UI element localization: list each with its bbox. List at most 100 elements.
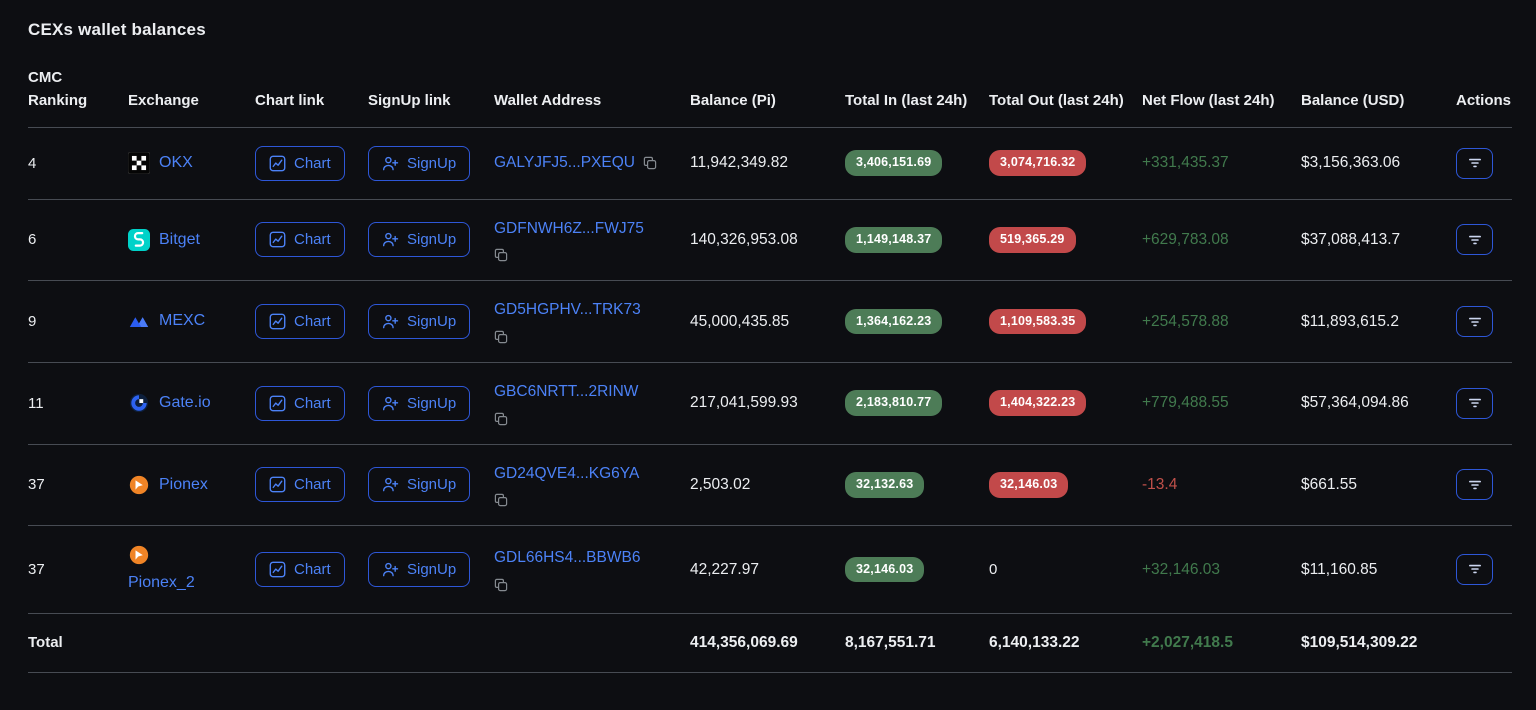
copy-icon[interactable]: [494, 578, 508, 592]
col-header-net-flow: Net Flow (last 24h): [1142, 92, 1275, 110]
signup-button[interactable]: SignUp: [368, 551, 471, 587]
chart-icon: [269, 395, 286, 412]
signup-person-plus-icon: [382, 231, 399, 248]
total-in-badge: 32,146.03: [845, 556, 925, 583]
signup-button-label: SignUp: [407, 313, 457, 331]
total-in-badge: 1,149,148.37: [845, 227, 943, 253]
signup-button[interactable]: SignUp: [368, 467, 471, 503]
filter-icon: [1467, 561, 1483, 577]
chart-button[interactable]: Chart: [255, 551, 345, 587]
exchange-link[interactable]: OKX: [128, 151, 241, 174]
balance-usd-value: $3,156,363.06: [1301, 154, 1401, 172]
chart-icon: [269, 476, 286, 493]
chart-icon: [269, 155, 286, 172]
page: CEXs wallet balances CMC Ranking Exchang…: [28, 20, 1512, 673]
table-row: 4 OKX Chart SignUp GALYJFJ5...PXEQU: [28, 128, 1512, 200]
page-title: CEXs wallet balances: [28, 20, 206, 39]
cmc-ranking-value: 4: [28, 154, 37, 172]
net-flow-value: -13.4: [1142, 476, 1178, 494]
chart-icon: [269, 561, 286, 578]
filter-action-button[interactable]: [1456, 224, 1493, 256]
copy-icon[interactable]: [494, 248, 508, 262]
col-header-balance-usd: Balance (USD): [1301, 92, 1405, 110]
table-header-row: CMC Ranking Exchange Chart link SignUp l…: [28, 62, 1512, 128]
total-balance-pi: 414,356,069.69: [690, 633, 798, 651]
cmc-ranking-value: 37: [28, 476, 45, 494]
balance-pi-value: 45,000,435.85: [690, 312, 790, 330]
exchange-name: OKX: [159, 153, 193, 171]
filter-action-button[interactable]: [1456, 553, 1493, 585]
wallet-address-link[interactable]: GDL66HS4...BBWB6: [494, 549, 641, 567]
total-in-sum: 8,167,551.71: [845, 633, 936, 651]
net-flow-value: +254,578.88: [1142, 312, 1229, 330]
chart-button[interactable]: Chart: [255, 304, 345, 340]
bitget-logo-icon: [128, 228, 150, 251]
balance-usd-value: $11,893,615.2: [1301, 312, 1399, 330]
signup-button-label: SignUp: [407, 231, 457, 249]
chart-button-label: Chart: [294, 154, 331, 172]
signup-button-label: SignUp: [407, 154, 457, 172]
wallet-address-link[interactable]: GALYJFJ5...PXEQU: [494, 154, 635, 172]
wallet-address-link[interactable]: GBC6NRTT...2RINW: [494, 382, 639, 400]
signup-button[interactable]: SignUp: [368, 222, 471, 258]
chart-button[interactable]: Chart: [255, 467, 345, 503]
net-flow-value: +779,488.55: [1142, 394, 1229, 412]
wallet-address-cell: GALYJFJ5...PXEQU: [494, 152, 676, 174]
filter-action-button[interactable]: [1456, 469, 1493, 501]
copy-icon[interactable]: [494, 493, 508, 507]
chart-button-label: Chart: [294, 394, 331, 412]
copy-icon[interactable]: [643, 156, 657, 170]
exchange-name: Pionex: [159, 475, 208, 493]
filter-action-button[interactable]: [1456, 387, 1493, 419]
copy-icon[interactable]: [494, 330, 508, 344]
exchange-link[interactable]: MEXC: [128, 310, 241, 332]
signup-person-plus-icon: [382, 155, 399, 172]
total-in-badge: 32,132.63: [845, 472, 925, 498]
total-out-sum: 6,140,133.22: [989, 633, 1080, 651]
signup-button[interactable]: SignUp: [368, 304, 471, 340]
total-out-badge: 3,074,716.32: [989, 150, 1087, 176]
wallet-address-link[interactable]: GDFNWH6Z...FWJ75: [494, 219, 644, 237]
chart-icon: [269, 313, 286, 330]
signup-person-plus-icon: [382, 313, 399, 330]
exchange-link[interactable]: Bitget: [128, 228, 241, 251]
chart-button[interactable]: Chart: [255, 385, 345, 421]
balance-pi-value: 217,041,599.93: [690, 394, 798, 412]
balance-pi-value: 11,942,349.82: [690, 154, 788, 172]
filter-action-button[interactable]: [1456, 147, 1493, 179]
col-header-chart-link: Chart link: [255, 92, 325, 110]
filter-icon: [1467, 395, 1483, 411]
exchange-link[interactable]: Pionex_2: [128, 544, 241, 594]
filter-icon: [1467, 155, 1483, 171]
gateio-logo-icon: [128, 392, 150, 414]
col-header-signup-link: SignUp link: [368, 92, 451, 110]
col-header-wallet-address: Wallet Address: [494, 92, 602, 110]
wallet-address-cell: GD5HGPHV...TRK73: [494, 299, 676, 344]
chart-icon: [269, 231, 286, 248]
signup-button[interactable]: SignUp: [368, 145, 471, 181]
col-header-balance-pi: Balance (Pi): [690, 92, 776, 110]
total-balance-usd: $109,514,309.22: [1301, 633, 1418, 651]
signup-button[interactable]: SignUp: [368, 385, 471, 421]
exchange-link[interactable]: Gate.io: [128, 392, 241, 414]
filter-icon: [1467, 477, 1483, 493]
col-header-cmc-ranking: CMC Ranking: [28, 69, 88, 110]
total-in-badge: 3,406,151.69: [845, 150, 943, 176]
chart-button[interactable]: Chart: [255, 145, 345, 181]
net-flow-value: +331,435.37: [1142, 154, 1229, 172]
total-label: Total: [28, 634, 63, 652]
wallet-address-link[interactable]: GD5HGPHV...TRK73: [494, 301, 641, 319]
filter-action-button[interactable]: [1456, 306, 1493, 338]
exchange-name: MEXC: [159, 312, 206, 330]
copy-icon[interactable]: [494, 412, 508, 426]
total-out-badge: 519,365.29: [989, 227, 1076, 253]
balance-usd-value: $37,088,413.7: [1301, 231, 1401, 248]
total-net-flow: +2,027,418.5: [1142, 633, 1233, 651]
okx-logo-icon: [128, 151, 150, 174]
exchange-link[interactable]: Pionex: [128, 474, 241, 496]
chart-button[interactable]: Chart: [255, 222, 345, 258]
balance-pi-value: 42,227.97: [690, 560, 759, 578]
chart-button-label: Chart: [294, 313, 331, 331]
pionex-logo-icon: [128, 474, 150, 496]
wallet-address-link[interactable]: GD24QVE4...KG6YA: [494, 464, 640, 482]
